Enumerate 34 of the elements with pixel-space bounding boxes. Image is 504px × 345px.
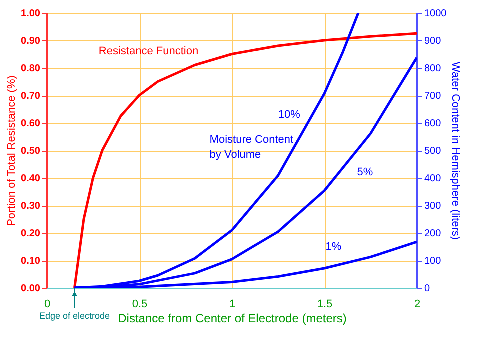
y-tick-label: 0.50 (21, 146, 41, 157)
y2-tick-label: 800 (424, 64, 442, 74)
y-tick-label: 0.00 (21, 284, 41, 294)
y2-tick-label: 200 (424, 228, 442, 240)
y2-tick-label: 300 (424, 201, 442, 212)
series-label: 10% (278, 108, 301, 121)
y-tick-label: 0.80 (21, 64, 41, 74)
x-tick-label: 0.5 (132, 298, 148, 310)
y2-tick-label: 400 (424, 174, 442, 184)
y2-tick-label: 1000 (424, 8, 448, 20)
y-axis-title: Portion of Total Resistance (%) (6, 76, 18, 226)
x-tick-label: 1.5 (317, 298, 333, 310)
y-tick-label: 0.20 (21, 228, 41, 240)
x-tick-label: 1 (229, 298, 236, 310)
y-tick-label: 0.40 (21, 174, 41, 184)
y-tick-label: 1.00 (21, 8, 41, 20)
y2-tick-label: 100 (424, 256, 442, 267)
y-tick-label: 0.90 (21, 36, 41, 47)
y2-tick-label: 700 (424, 91, 442, 102)
annotation: Edge of electrode (39, 311, 110, 321)
y-tick-label: 0.70 (21, 91, 41, 102)
y2-tick-label: 600 (424, 118, 442, 130)
series-label: 5% (357, 166, 374, 178)
y-tick-label: 0.60 (21, 118, 41, 130)
x-axis-title: Distance from Center of Electrode (meters) (118, 312, 347, 326)
x-tick-label: 0 (44, 298, 51, 310)
y2-tick-label: 900 (424, 36, 442, 47)
y-tick-label: 0.10 (21, 256, 41, 267)
y-tick-label: 0.30 (21, 201, 41, 212)
y2-tick-label: 0 (424, 284, 430, 294)
x-tick-label: 2 (414, 298, 421, 310)
y2-axis-title: Water Content in Hemisphere (liters) (450, 62, 462, 240)
series-label: 1% (326, 240, 342, 253)
y2-tick-label: 500 (424, 146, 442, 157)
